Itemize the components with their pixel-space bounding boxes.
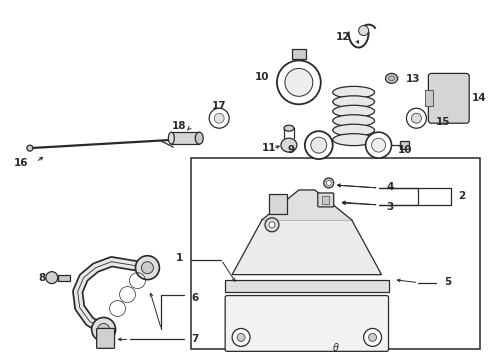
Ellipse shape <box>332 115 374 127</box>
Circle shape <box>410 113 421 123</box>
Circle shape <box>91 318 115 341</box>
Text: 10: 10 <box>397 145 411 155</box>
Text: 4: 4 <box>386 182 393 192</box>
Text: 9: 9 <box>287 145 294 155</box>
Text: 5: 5 <box>444 276 450 287</box>
Circle shape <box>358 26 368 36</box>
Circle shape <box>363 328 381 346</box>
Circle shape <box>268 222 274 228</box>
Circle shape <box>27 145 33 151</box>
Text: 2: 2 <box>457 191 465 201</box>
FancyBboxPatch shape <box>317 193 333 207</box>
Ellipse shape <box>284 125 293 131</box>
Text: 3: 3 <box>386 202 393 212</box>
Bar <box>224 280 388 292</box>
Text: 6: 6 <box>191 293 198 302</box>
Text: 18: 18 <box>171 121 186 131</box>
Ellipse shape <box>281 138 296 152</box>
Circle shape <box>209 108 229 128</box>
Circle shape <box>232 328 249 346</box>
Polygon shape <box>262 190 351 220</box>
Ellipse shape <box>332 86 374 98</box>
Circle shape <box>323 178 333 188</box>
Ellipse shape <box>388 76 394 81</box>
Ellipse shape <box>195 132 203 144</box>
Bar <box>191 158 479 349</box>
Text: 8: 8 <box>39 273 46 283</box>
Text: 12: 12 <box>335 32 350 41</box>
Circle shape <box>98 323 109 336</box>
Bar <box>58 275 70 280</box>
Circle shape <box>325 180 330 185</box>
Circle shape <box>141 262 153 274</box>
FancyBboxPatch shape <box>97 328 114 348</box>
Text: 1: 1 <box>176 253 183 263</box>
Circle shape <box>135 256 159 280</box>
Circle shape <box>276 60 320 104</box>
Ellipse shape <box>332 124 374 136</box>
Ellipse shape <box>332 134 374 146</box>
Circle shape <box>237 333 244 341</box>
Text: 14: 14 <box>471 93 486 103</box>
Circle shape <box>310 137 326 153</box>
Text: 11: 11 <box>261 143 275 153</box>
Polygon shape <box>232 220 381 275</box>
FancyBboxPatch shape <box>427 73 468 123</box>
Bar <box>171 132 199 144</box>
Ellipse shape <box>332 105 374 117</box>
Ellipse shape <box>385 73 397 84</box>
Bar <box>425 90 432 106</box>
Bar <box>321 196 328 204</box>
Text: $\theta$: $\theta$ <box>331 341 339 354</box>
Text: 16: 16 <box>13 158 28 168</box>
Circle shape <box>365 132 391 158</box>
Circle shape <box>285 68 312 96</box>
Circle shape <box>46 272 58 284</box>
Bar <box>291 49 305 59</box>
FancyBboxPatch shape <box>224 296 388 351</box>
Text: 17: 17 <box>211 101 226 111</box>
Text: 7: 7 <box>191 334 198 345</box>
Text: 15: 15 <box>434 117 449 127</box>
Ellipse shape <box>168 132 174 144</box>
Bar <box>268 194 286 214</box>
Text: 10: 10 <box>254 72 268 82</box>
Circle shape <box>371 138 385 152</box>
Circle shape <box>264 218 278 232</box>
Circle shape <box>368 333 376 341</box>
Circle shape <box>304 131 332 159</box>
Circle shape <box>214 113 224 123</box>
Text: 13: 13 <box>405 75 419 84</box>
Circle shape <box>406 108 426 128</box>
Bar <box>400 141 408 149</box>
Ellipse shape <box>332 96 374 108</box>
